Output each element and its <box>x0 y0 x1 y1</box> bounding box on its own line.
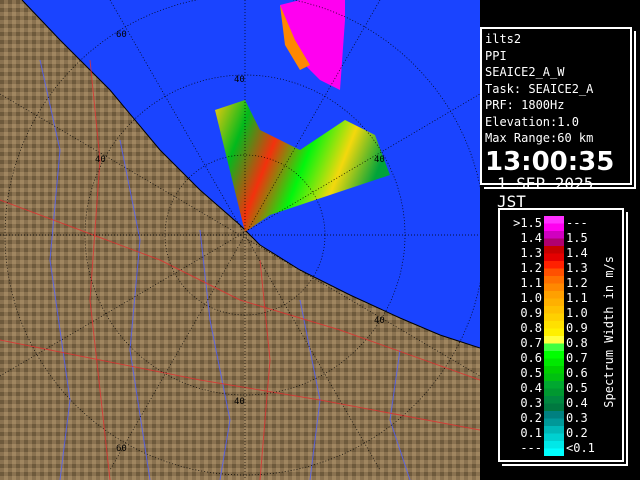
legend-left-label: 0.3 <box>520 396 542 410</box>
legend-swatch <box>544 231 564 246</box>
max-range: Max Range:60 km <box>485 131 594 145</box>
legend-left-label: >1.5 <box>513 216 542 230</box>
svg-text:40: 40 <box>95 155 106 165</box>
legend-swatch <box>544 216 564 231</box>
range-rings <box>0 0 480 480</box>
legend-right-label: 1.0 <box>566 306 588 320</box>
legend-right-label: 1.2 <box>566 276 588 290</box>
legend-swatch <box>544 426 564 441</box>
legend-row: 0.5 0.6 <box>500 366 622 381</box>
svg-text:40: 40 <box>234 75 245 85</box>
legend-left-label: 1.4 <box>520 231 542 245</box>
legend-swatch <box>544 366 564 381</box>
range-labels: 40 40 40 40 40 60 60 <box>95 30 385 454</box>
legend-right-label: 1.1 <box>566 291 588 305</box>
legend-swatch <box>544 276 564 291</box>
scan-mode: PPI <box>485 48 507 63</box>
land <box>0 0 480 480</box>
legend-swatch <box>544 396 564 411</box>
legend-right-label: 0.7 <box>566 351 588 365</box>
legend-left-label: 0.4 <box>520 381 542 395</box>
scan-date: 1 SEP 2025 JST <box>497 173 594 211</box>
legend-row: --- <0.1 <box>500 441 622 456</box>
legend-unit: Spectrum Width in m/s <box>602 256 616 408</box>
legend-left-label: 0.9 <box>520 306 542 320</box>
legend-swatch <box>544 351 564 366</box>
legend-swatch <box>544 291 564 306</box>
legend-row: 0.9 1.0 <box>500 306 622 321</box>
legend-swatch <box>544 411 564 426</box>
legend-row: 0.8 0.9 <box>500 321 622 336</box>
legend-row: 0.6 0.7 <box>500 351 622 366</box>
legend-left-label: 1.0 <box>520 291 542 305</box>
legend-row: 0.1 0.2 <box>500 426 622 441</box>
legend-swatch <box>544 336 564 351</box>
legend-left-label: --- <box>520 441 542 455</box>
legend-right-label: --- <box>566 216 588 230</box>
prf: PRF: 1800Hz <box>485 98 565 112</box>
legend-right-label: <0.1 <box>566 441 595 455</box>
boundaries <box>0 59 480 480</box>
legend-row: 0.7 0.8 <box>500 336 622 351</box>
product-name: SEAICE2_A_W <box>485 65 565 79</box>
legend-swatch <box>544 306 564 321</box>
echo-fan <box>215 0 390 232</box>
legend-left-label: 0.7 <box>520 336 542 350</box>
info-panel: ilts2 PPI SEAICE2_A_W Task: SEAICE2_A PR… <box>480 27 632 210</box>
legend-right-label: 0.4 <box>566 396 588 410</box>
svg-text:60: 60 <box>116 444 127 454</box>
radar-name: ilts2 <box>485 32 522 46</box>
legend-row: 1.1 1.2 <box>500 276 622 291</box>
legend-right-label: 0.6 <box>566 366 588 380</box>
legend-row: 1.4 1.5 <box>500 231 622 246</box>
legend-row: 1.0 1.1 <box>500 291 622 306</box>
legend-right-label: 1.5 <box>566 231 588 245</box>
legend-swatch <box>544 381 564 396</box>
legend-right-label: 0.3 <box>566 411 588 425</box>
legend-row: 0.4 0.5 <box>500 381 622 396</box>
radar-ppi-map: 40 40 40 40 40 60 60 <box>0 0 480 480</box>
elevation: Elevation:1.0 <box>485 114 579 129</box>
legend-left-label: 0.5 <box>520 366 542 380</box>
legend-left-label: 1.1 <box>520 276 542 290</box>
scan-time: 13:00:35 <box>485 146 615 177</box>
coastline <box>21 0 480 349</box>
task-name: Task: SEAICE2_A <box>485 81 594 96</box>
legend-swatch <box>544 321 564 336</box>
legend-right-label: 1.3 <box>566 261 588 275</box>
legend-left-label: 0.1 <box>520 426 542 440</box>
legend-right-label: 0.9 <box>566 321 588 335</box>
svg-text:60: 60 <box>116 30 127 40</box>
svg-text:40: 40 <box>234 397 245 407</box>
legend-row: 1.3 1.4 <box>500 246 622 261</box>
legend-row: 1.2 1.3 <box>500 261 622 276</box>
svg-text:40: 40 <box>374 316 385 326</box>
legend-right-label: 1.4 <box>566 246 588 260</box>
legend-row: >1.5 --- <box>500 216 622 231</box>
svg-text:40: 40 <box>374 155 385 165</box>
legend-right-label: 0.5 <box>566 381 588 395</box>
legend-left-label: 0.8 <box>520 321 542 335</box>
legend-right-label: 0.8 <box>566 336 588 350</box>
legend-left-label: 1.3 <box>520 246 542 260</box>
legend-left-label: 0.6 <box>520 351 542 365</box>
color-legend: >1.5 --- 1.4 1.5 1.3 1.4 1.2 1.3 1.1 1.2 1.0 … <box>498 208 624 462</box>
legend-swatch <box>544 246 564 261</box>
legend-row: 0.3 0.4 <box>500 396 622 411</box>
legend-left-label: 1.2 <box>520 261 542 275</box>
legend-row: 0.2 0.3 <box>500 411 622 426</box>
legend-right-label: 0.2 <box>566 426 588 440</box>
legend-left-label: 0.2 <box>520 411 542 425</box>
legend-swatch <box>544 441 564 456</box>
legend-swatch <box>544 261 564 276</box>
